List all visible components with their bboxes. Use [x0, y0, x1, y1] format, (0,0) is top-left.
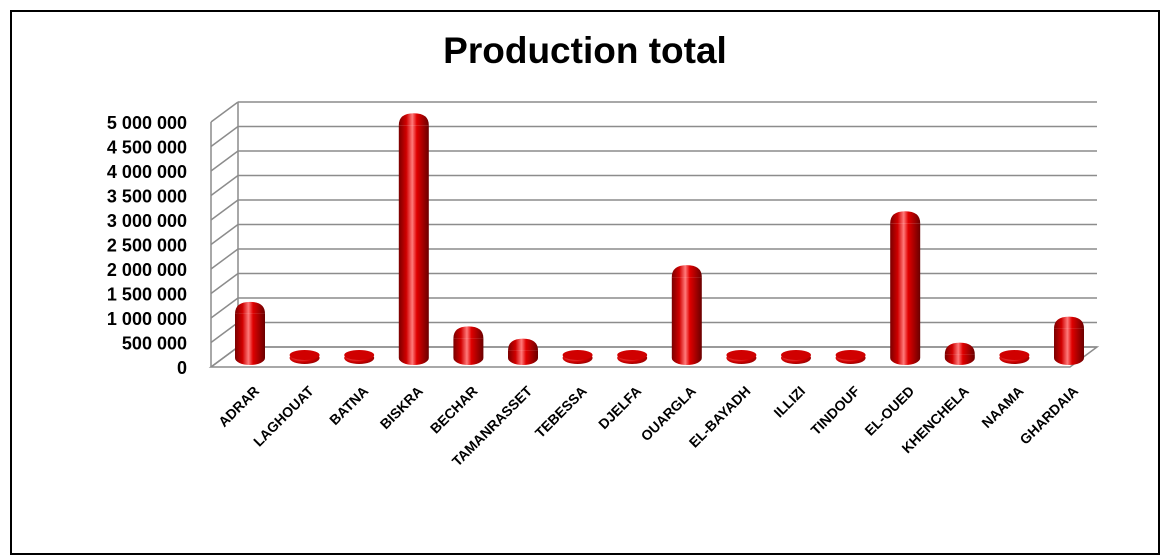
bar-top: [671, 265, 702, 278]
x-tick-label: GHARDAIA: [1016, 383, 1081, 448]
bar: [508, 338, 538, 365]
bar-top: [1054, 316, 1084, 329]
grid: [208, 101, 1100, 368]
bar: [726, 350, 757, 364]
x-tick-label: NAAMA: [978, 383, 1026, 431]
bar: [617, 350, 648, 364]
y-tick-label: 4 500 000: [107, 138, 187, 158]
gridline-side: [210, 223, 239, 246]
y-tick-label: 0: [177, 358, 187, 378]
bar-disc-top: [562, 350, 593, 360]
bar: [1054, 316, 1084, 365]
y-tick-label: 5 000 000: [107, 113, 187, 133]
x-tick-label: ADRAR: [215, 383, 262, 430]
y-tick-label: 1 000 000: [107, 309, 187, 329]
gridline-side: [210, 150, 239, 172]
bar: [235, 301, 265, 365]
y-tick-label: 500 000: [122, 334, 187, 354]
chart-title: Production total: [443, 30, 727, 71]
bar-body: [1054, 328, 1084, 365]
gridline-side: [210, 321, 239, 344]
bar-body: [890, 223, 921, 366]
x-tick-label: EL-OUED: [861, 383, 917, 439]
bar: [944, 342, 975, 366]
gridline-side: [210, 125, 239, 148]
bar: [835, 350, 866, 364]
bar-disc-top: [999, 350, 1030, 360]
bar-body: [398, 125, 429, 366]
x-tick-label: BATNA: [326, 383, 371, 428]
y-axis: 0 500 000 1 000 000 1 500 000 2 000 000 2 500…: [107, 113, 187, 378]
bar: [562, 350, 593, 364]
y-tick-label: 3 500 000: [107, 187, 187, 207]
gridline-side: [210, 297, 239, 319]
bar: [999, 350, 1030, 364]
bar-top: [508, 338, 538, 351]
bar-body: [671, 277, 702, 366]
bar-top: [944, 342, 975, 355]
x-tick-label: BISKRA: [377, 383, 426, 432]
gridline-side: [210, 248, 239, 270]
gridline-side: [210, 199, 239, 221]
x-tick-label: DJELFA: [595, 383, 644, 432]
chart-frame: [10, 10, 1160, 555]
bar-body: [508, 350, 538, 365]
x-tick-label: ILLIZI: [770, 383, 808, 421]
x-tick-label: TINDOUF: [807, 382, 863, 438]
bar-body: [944, 354, 975, 366]
bar-top: [453, 326, 484, 339]
y-tick-label: 3 000 000: [107, 211, 187, 231]
y-tick-label: 2 500 000: [107, 236, 187, 256]
y-tick-label: 4 000 000: [107, 162, 187, 182]
bar-disc-top: [835, 350, 866, 360]
bar: [453, 326, 484, 366]
bar: [344, 350, 375, 364]
floor: [208, 346, 1100, 368]
bar-disc-top: [344, 350, 375, 360]
gridline-side: [210, 101, 239, 123]
bar-top: [398, 113, 429, 126]
x-tick-label: BECHAR: [427, 383, 481, 437]
y-tick-label: 2 000 000: [107, 260, 187, 280]
x-tick-label: TEBESSA: [532, 383, 590, 441]
bar-disc-top: [726, 350, 757, 360]
bar: [398, 113, 429, 366]
gridline-side: [210, 174, 239, 197]
bar-body: [235, 313, 265, 365]
bar: [289, 350, 320, 364]
bar-disc-top: [781, 350, 811, 360]
y-tick-label: 1 500 000: [107, 285, 187, 305]
bar-body: [453, 338, 484, 366]
bar-top: [235, 301, 265, 314]
bar: [890, 211, 921, 366]
bars: [235, 113, 1084, 366]
bar-disc-top: [289, 350, 320, 360]
bar: [671, 265, 702, 366]
bar: [781, 350, 811, 364]
gridline-side: [210, 272, 239, 295]
bar-disc-top: [617, 350, 648, 360]
bar-top: [890, 211, 921, 224]
